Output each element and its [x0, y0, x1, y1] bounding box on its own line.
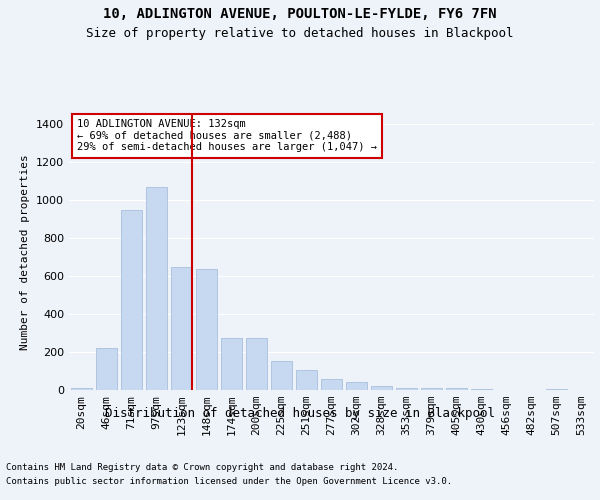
Bar [96, 348, 117, 390]
Bar [296, 370, 317, 390]
Bar [146, 187, 167, 390]
Bar [421, 388, 442, 390]
Bar [271, 360, 292, 390]
Bar [446, 388, 467, 390]
Text: Contains public sector information licensed under the Open Government Licence v3: Contains public sector information licen… [6, 478, 452, 486]
Bar [546, 388, 567, 390]
Bar [71, 388, 92, 390]
Bar [346, 382, 367, 390]
Bar [321, 378, 342, 390]
Text: 10, ADLINGTON AVENUE, POULTON-LE-FYLDE, FY6 7FN: 10, ADLINGTON AVENUE, POULTON-LE-FYLDE, … [103, 8, 497, 22]
Y-axis label: Number of detached properties: Number of detached properties [20, 154, 31, 350]
Bar [121, 210, 142, 390]
Text: Contains HM Land Registry data © Crown copyright and database right 2024.: Contains HM Land Registry data © Crown c… [6, 462, 398, 471]
Bar [396, 388, 417, 390]
Bar [171, 266, 192, 390]
Bar [371, 386, 392, 390]
Bar [246, 338, 267, 390]
Bar [196, 268, 217, 390]
Text: 10 ADLINGTON AVENUE: 132sqm
← 69% of detached houses are smaller (2,488)
29% of : 10 ADLINGTON AVENUE: 132sqm ← 69% of det… [77, 119, 377, 152]
Bar [221, 338, 242, 390]
Text: Size of property relative to detached houses in Blackpool: Size of property relative to detached ho… [86, 28, 514, 40]
Text: Distribution of detached houses by size in Blackpool: Distribution of detached houses by size … [105, 408, 495, 420]
